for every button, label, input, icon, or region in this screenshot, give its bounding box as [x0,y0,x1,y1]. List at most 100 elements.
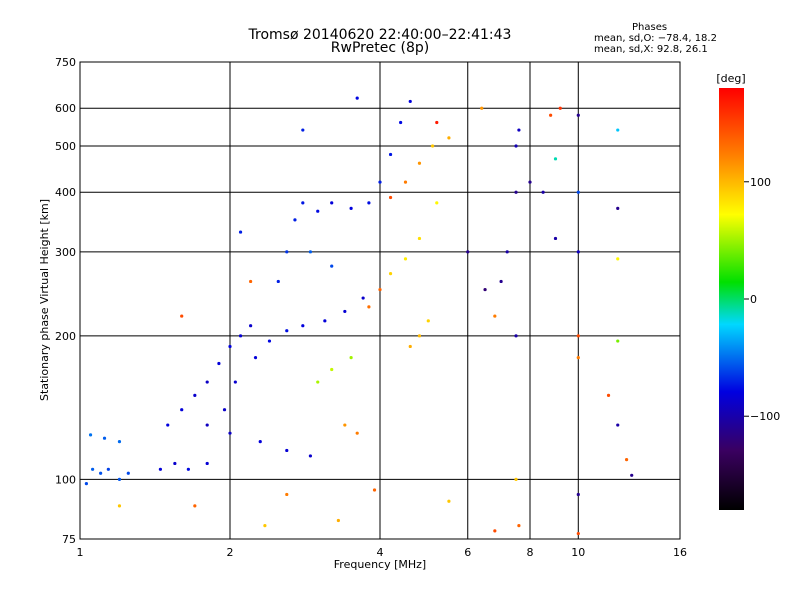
x-tick-label: 4 [377,546,384,559]
data-point [367,201,371,205]
data-point [408,344,412,349]
data-point [558,106,562,110]
data-point [367,305,371,309]
data-point [399,120,403,125]
data-point [576,531,580,536]
data-point [514,477,518,482]
data-point [106,467,110,471]
data-point [361,296,365,300]
data-point [417,236,422,241]
data-point [330,201,334,205]
data-point [249,279,253,284]
data-point [343,423,347,427]
data-point [388,272,393,276]
colorbar-tick-label: 100 [750,176,771,189]
data-point [233,380,237,384]
data-point [330,367,334,372]
x-tick-label: 1 [77,546,84,559]
data-point [493,314,497,318]
chart-subtitle: RwPretec (8p) [330,40,430,56]
data-point [293,218,297,222]
colorbar-ticks: 100 0 −100 [744,176,780,423]
colorbar [719,88,744,510]
x-axis-label: Frequency [MHz] [334,558,426,571]
data-point [417,334,422,338]
data-point [417,161,422,165]
data-point [205,380,209,384]
data-point [323,319,327,323]
data-point [378,287,382,292]
data-point [84,481,88,486]
data-point [316,209,320,213]
data-point [372,488,377,492]
data-point [193,393,197,398]
x-tick-label: 10 [571,546,585,559]
data-point [576,334,580,338]
data-point [99,471,103,475]
data-point [493,529,497,533]
data-point [505,250,509,254]
data-point [276,279,280,284]
data-point [301,324,305,328]
y-tick-label: 75 [62,533,76,546]
data-point [166,423,170,427]
data-point [88,433,93,437]
data-point [285,448,289,453]
data-point [238,230,243,234]
x-tick-label: 8 [527,546,534,559]
data-point [186,467,190,471]
data-point [102,436,107,440]
data-point [616,128,620,132]
y-tick-label: 100 [55,473,76,486]
stats-heading: Phases [632,22,668,33]
data-point [193,504,197,508]
x-tick-label: 6 [464,546,471,559]
data-point [205,423,209,427]
colorbar-label: [deg] [716,72,745,85]
data-point [180,408,184,412]
data-point [517,128,521,132]
data-point [355,96,359,100]
y-tick-label: 400 [55,186,76,199]
data-point [514,334,518,338]
data-point [158,467,163,471]
data-point [308,454,313,458]
data-point [173,461,177,466]
y-tick-label: 300 [55,246,76,259]
data-point [499,279,503,284]
data-points [84,96,634,536]
data-point [285,250,289,254]
data-point [117,477,122,482]
data-point [308,250,313,254]
colorbar-tick-label: −100 [750,410,780,423]
chart-title: Tromsø 20140620 22:40:00–22:41:43 [248,27,512,43]
data-point [435,120,439,125]
data-point [403,257,408,261]
y-tick-labels: 75 100 200 300 400 500 600 750 [55,56,76,546]
data-point [316,380,320,384]
data-point [514,190,518,194]
data-point [228,431,232,435]
data-point [355,431,359,435]
y-tick-label: 500 [55,140,76,153]
data-point [541,190,545,194]
data-point [576,492,580,497]
data-point [447,499,451,503]
data-point [180,314,184,318]
data-point [403,180,408,184]
data-point [388,152,393,157]
y-axis-label: Stationary phase Virtual Height [km] [38,199,51,401]
stats-o-mode: mean, sd,O: −78.4, 18.2 [594,33,717,44]
data-point [117,440,122,444]
x-tick-label: 16 [673,546,687,559]
data-point [222,408,227,412]
data-point [349,206,353,210]
data-point [378,180,382,184]
data-point [514,144,518,148]
data-point [343,309,347,314]
data-point [480,106,484,110]
data-point [630,473,634,477]
data-point [616,206,620,210]
data-point [553,157,558,161]
